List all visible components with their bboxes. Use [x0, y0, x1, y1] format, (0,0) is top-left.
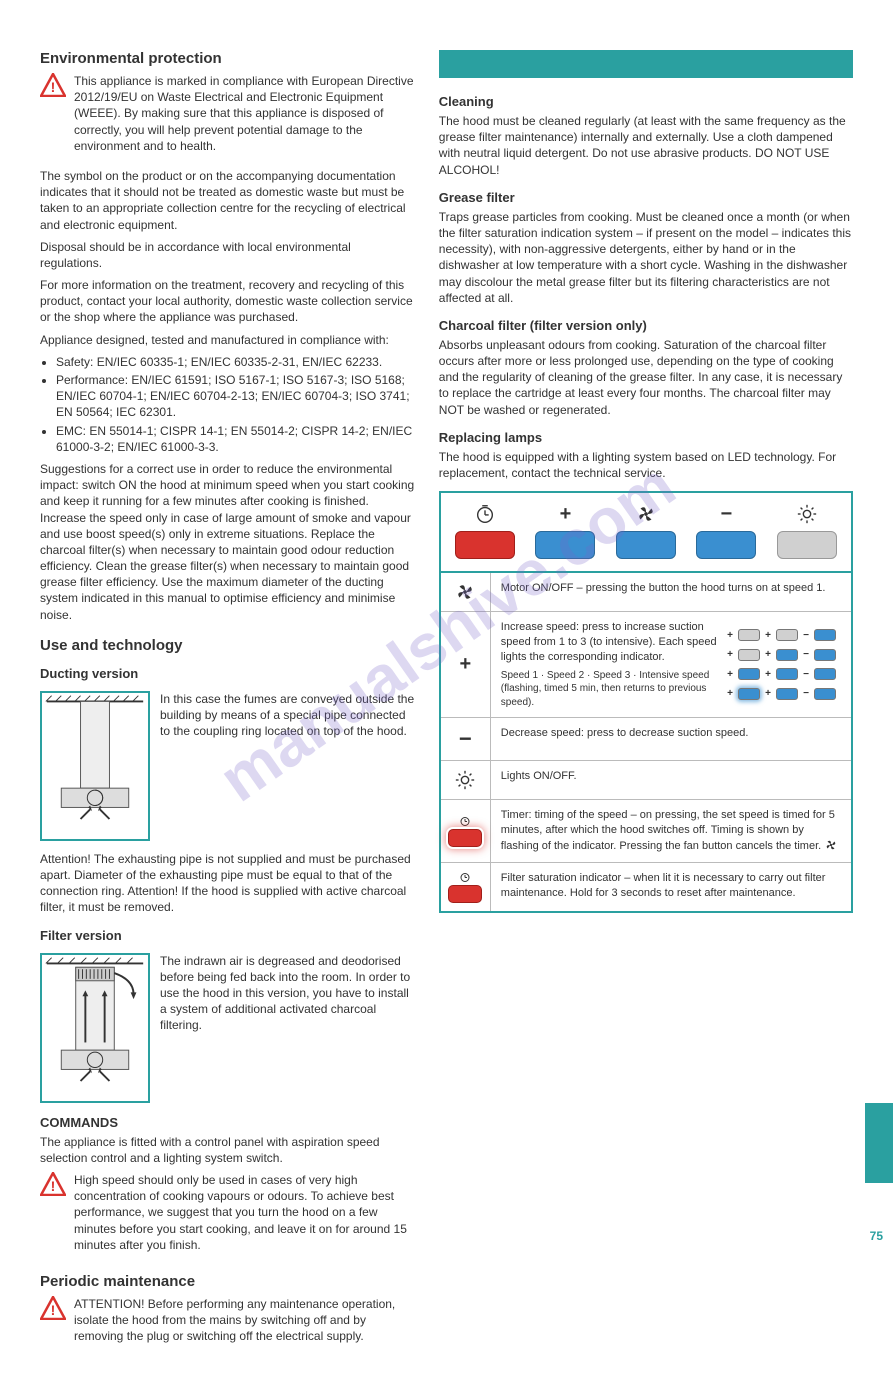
list-item: Performance: EN/IEC 61591; ISO 5167-1; I…	[56, 372, 415, 421]
control-panel-figure: + − Motor ON/OFF	[439, 491, 853, 913]
lamps-paragraph: The hood is equipped with a lighting sys…	[439, 449, 853, 481]
legend-row-timer-blink: Timer: timing of the speed – on pressing…	[441, 800, 851, 863]
motor-button[interactable]	[616, 531, 676, 559]
speed-up-button[interactable]	[535, 531, 595, 559]
minus-button-group: −	[696, 503, 756, 559]
disposal-line: Disposal should be in accordance with lo…	[40, 239, 415, 271]
ducting-heading: Ducting version	[40, 666, 415, 681]
minus-icon: −	[715, 503, 737, 525]
maintenance-warn-text: ATTENTION! Before performing any mainten…	[74, 1296, 415, 1345]
legend-plus-text: Increase speed: press to increase suctio…	[501, 620, 721, 665]
timer-button[interactable]	[455, 531, 515, 559]
list-item: EMC: EN 55014-1; CISPR 14-1; EN 55014-2;…	[56, 423, 415, 455]
weee-text: This appliance is marked in compliance w…	[74, 73, 415, 154]
fan-icon	[635, 503, 657, 525]
speed-down-button[interactable]	[696, 531, 756, 559]
fan-button-group	[616, 503, 676, 559]
ducting-attention: Attention! The exhausting pipe is not su…	[40, 851, 415, 916]
section-color-bar	[439, 50, 853, 78]
commands-intro: The appliance is fitted with a control p…	[40, 1134, 415, 1166]
filter-diagram	[40, 953, 150, 1103]
button-row: + −	[441, 493, 851, 573]
plus-icon: +	[441, 612, 491, 717]
maintenance-warning: ! ATTENTION! Before performing any maint…	[40, 1296, 415, 1351]
maintenance-heading: Periodic maintenance	[40, 1273, 415, 1290]
ducting-text: In this case the fumes are conveyed outs…	[160, 691, 415, 746]
commands-heading: COMMANDS	[40, 1115, 415, 1130]
legend-plus-extra: Speed 1 · Speed 2 · Speed 3 · Intensive …	[501, 669, 721, 710]
weee-warning: ! This appliance is marked in compliance…	[40, 73, 415, 160]
legend-plus-body: Increase speed: press to increase suctio…	[491, 612, 851, 717]
grease-heading: Grease filter	[439, 190, 853, 205]
ducting-paragraph: In this case the fumes are conveyed outs…	[160, 691, 415, 740]
legend-row-minus: − Decrease speed: press to decrease suct…	[441, 718, 851, 761]
symbol-paragraph: The symbol on the product or on the acco…	[40, 168, 415, 233]
edge-tab	[865, 1103, 893, 1183]
page-content: Environmental protection ! This applianc…	[0, 0, 893, 1398]
plus-icon: +	[554, 503, 576, 525]
minus-icon: −	[441, 718, 491, 760]
warning-icon: !	[40, 73, 66, 97]
light-button[interactable]	[777, 531, 837, 559]
use-heading: Use and technology	[40, 637, 415, 654]
rational-use-paragraph: Suggestions for a correct use in order t…	[40, 461, 415, 623]
right-column: Cleaning The hood must be cleaned regula…	[439, 50, 853, 1358]
light-icon	[441, 761, 491, 799]
legend-fan-text: Motor ON/OFF – pressing the button the h…	[491, 573, 851, 611]
page-number: 75	[870, 1229, 883, 1243]
filter-paragraph: The indrawn air is degreased and deodori…	[160, 953, 415, 1034]
legend-row-fan: Motor ON/OFF – pressing the button the h…	[441, 573, 851, 612]
grease-paragraph: Traps grease particles from cooking. Mus…	[439, 209, 853, 306]
light-icon	[796, 503, 818, 525]
legend-row-timer-solid: Filter saturation indicator – when lit i…	[441, 863, 851, 911]
legend-minus-text: Decrease speed: press to decrease suctio…	[491, 718, 851, 760]
speed-indicator-diagram: ++− ++− ++− ++−	[721, 620, 841, 709]
list-item: Safety: EN/IEC 60335-1; EN/IEC 60335-2-3…	[56, 354, 415, 370]
timer-button-group	[455, 503, 515, 559]
charcoal-paragraph: Absorbs unpleasant odours from cooking. …	[439, 337, 853, 418]
legend-timer-solid-text: Filter saturation indicator – when lit i…	[491, 863, 851, 911]
left-column: Environmental protection ! This applianc…	[40, 50, 415, 1358]
lamps-heading: Replacing lamps	[439, 430, 853, 445]
svg-text:!: !	[51, 1178, 56, 1194]
svg-text:!: !	[51, 79, 56, 95]
cleaning-heading: Cleaning	[439, 94, 853, 109]
timer-solid-icon	[441, 863, 491, 911]
warning-icon: !	[40, 1296, 66, 1320]
cleaning-paragraph: The hood must be cleaned regularly (at l…	[439, 113, 853, 178]
legend-table: Motor ON/OFF – pressing the button the h…	[441, 573, 851, 911]
clock-icon	[474, 503, 496, 525]
legend-light-text: Lights ON/OFF.	[491, 761, 851, 799]
legend-row-light: Lights ON/OFF.	[441, 761, 851, 800]
plus-button-group: +	[535, 503, 595, 559]
fan-icon	[441, 573, 491, 611]
filter-text: The indrawn air is degreased and deodori…	[160, 953, 415, 1040]
legend-row-plus: + Increase speed: press to increase suct…	[441, 612, 851, 718]
fan-icon	[824, 838, 838, 852]
filter-heading: Filter version	[40, 928, 415, 943]
timer-blink-icon	[441, 800, 491, 862]
commands-warn-text: High speed should only be used in cases …	[74, 1172, 415, 1253]
ducting-figure-row: In this case the fumes are conveyed outs…	[40, 691, 415, 841]
standards-list: Safety: EN/IEC 60335-1; EN/IEC 60335-2-3…	[40, 354, 415, 455]
ducting-diagram	[40, 691, 150, 841]
env-heading: Environmental protection	[40, 50, 415, 67]
warning-icon: !	[40, 1172, 66, 1196]
filter-figure-row: The indrawn air is degreased and deodori…	[40, 953, 415, 1103]
charcoal-heading: Charcoal filter (filter version only)	[439, 318, 853, 333]
designed-line: Appliance designed, tested and manufactu…	[40, 332, 415, 348]
more-info-paragraph: For more information on the treatment, r…	[40, 277, 415, 326]
legend-timer-blink-text: Timer: timing of the speed – on pressing…	[491, 800, 851, 862]
commands-warning: ! High speed should only be used in case…	[40, 1172, 415, 1259]
light-button-group	[777, 503, 837, 559]
svg-text:!: !	[51, 1302, 56, 1318]
